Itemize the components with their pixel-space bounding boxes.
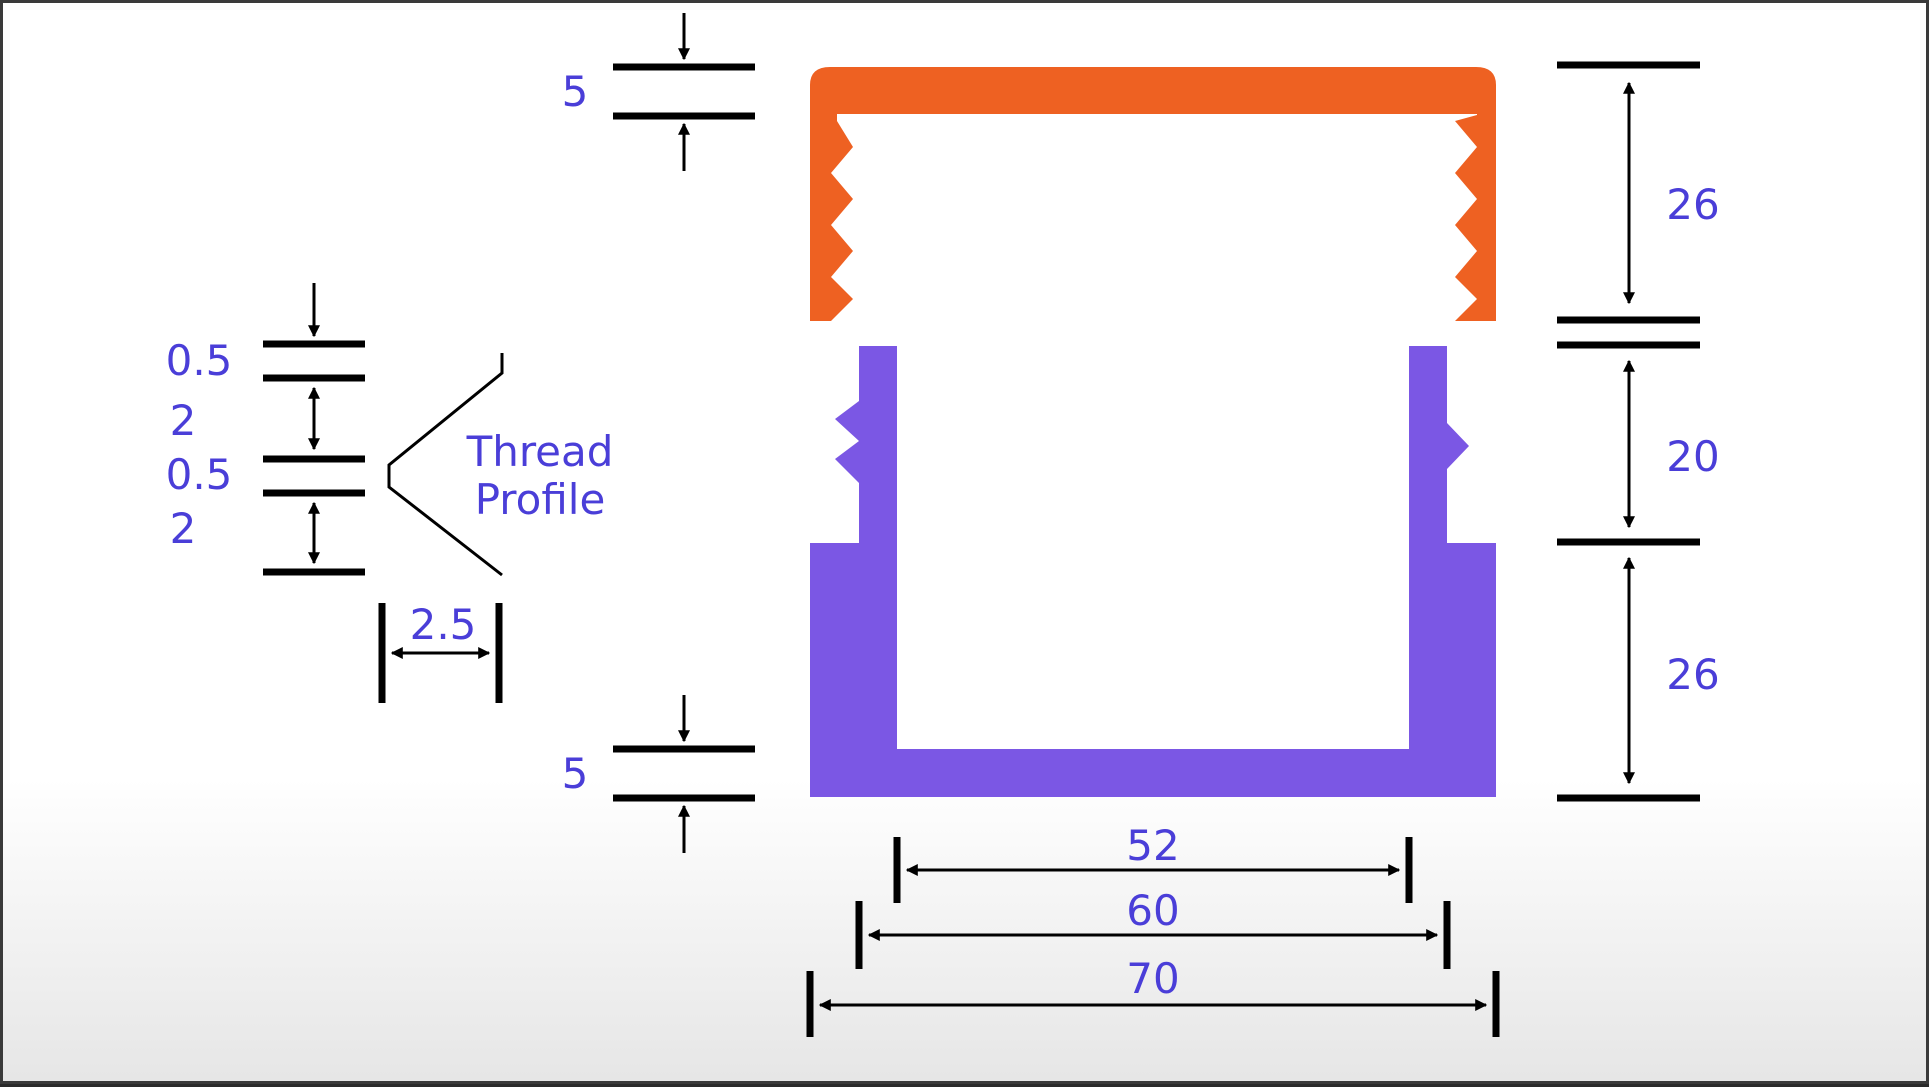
cap-wall-label: 5 bbox=[562, 67, 589, 116]
thread-cap-diagram: 5 5 26 20 26 52 60 70 bbox=[166, 13, 1720, 1037]
cap-height-label: 26 bbox=[1666, 180, 1719, 229]
outer-width-label: 70 bbox=[1126, 954, 1179, 1003]
thread-width-label: 60 bbox=[1126, 886, 1179, 935]
thread-profile-title-line2: Profile bbox=[475, 475, 606, 524]
thread-profile-title-line1: Thread bbox=[466, 427, 614, 476]
height-dimensions: 26 20 26 bbox=[1557, 61, 1720, 802]
thread-depth-label: 2.5 bbox=[410, 600, 477, 649]
base-height-label: 26 bbox=[1666, 650, 1719, 699]
width-dimensions: 52 60 70 bbox=[806, 821, 1500, 1037]
thread-profile-detail: 0.5 2 0.5 2 Thread Profile 2.5 bbox=[166, 283, 614, 703]
cap-body bbox=[810, 67, 1496, 321]
inner-width-label: 52 bbox=[1126, 821, 1179, 870]
thread-flank-b-label: 2 bbox=[170, 504, 197, 553]
thread-flank-a-label: 2 bbox=[170, 396, 197, 445]
base-wall-dimension: 5 bbox=[562, 695, 755, 853]
base-wall-label: 5 bbox=[562, 749, 589, 798]
cap-wall-dimension: 5 bbox=[562, 13, 755, 171]
base-body bbox=[810, 346, 1496, 797]
thread-height-label: 20 bbox=[1666, 432, 1719, 481]
thread-root-label: 0.5 bbox=[166, 450, 233, 499]
thread-crest-label: 0.5 bbox=[166, 336, 233, 385]
